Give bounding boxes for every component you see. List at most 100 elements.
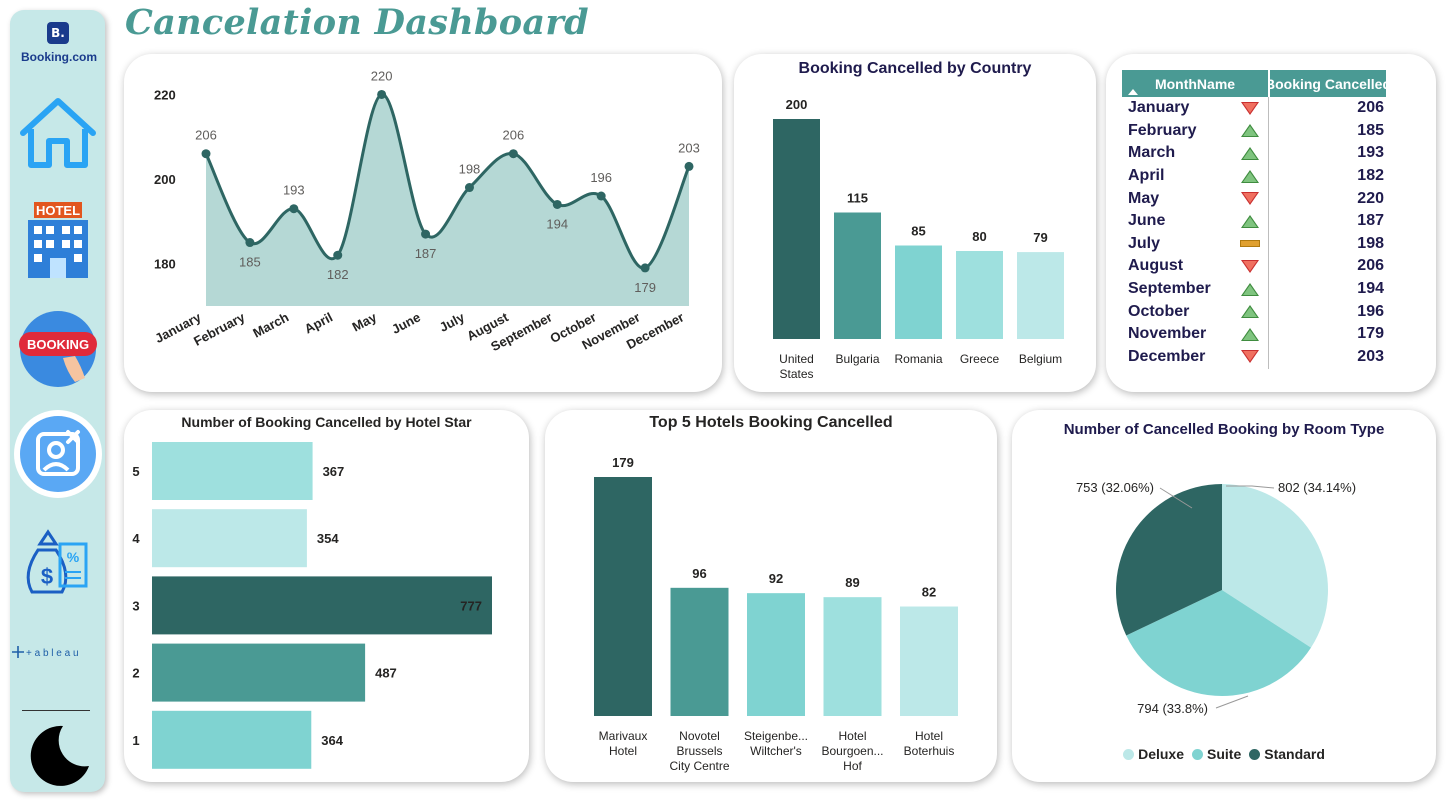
- room-type-card: Number of Cancelled Booking by Room Type…: [1012, 410, 1436, 782]
- table-row[interactable]: December 203: [1122, 346, 1386, 369]
- legend-item[interactable]: Suite: [1192, 746, 1241, 762]
- pie-slice[interactable]: [1222, 484, 1328, 648]
- bar[interactable]: [834, 212, 881, 340]
- table-row[interactable]: May 220: [1122, 187, 1386, 210]
- data-point[interactable]: [596, 191, 606, 201]
- leader-line: [1159, 487, 1193, 509]
- sidebar: B. Booking.com HOTEL: [10, 10, 105, 792]
- hotel-star-title: Number of Booking Cancelled by Hotel Sta…: [181, 414, 472, 430]
- data-point[interactable]: [464, 183, 474, 193]
- table-row[interactable]: June 187: [1122, 210, 1386, 233]
- booking-cancelled-header[interactable]: Booking Cancelled: [1265, 70, 1391, 97]
- table-row[interactable]: November 179: [1122, 323, 1386, 346]
- booking-cancelled-cell: 182: [1357, 167, 1384, 185]
- data-label: 354: [317, 531, 339, 546]
- home-icon[interactable]: [10, 92, 105, 174]
- month-name-cell: September: [1128, 280, 1211, 298]
- table-row[interactable]: January 206: [1122, 97, 1386, 120]
- booking-cancelled-cell: 193: [1357, 144, 1384, 162]
- table-row[interactable]: March 193: [1122, 142, 1386, 165]
- month-name-header-label: MonthName: [1154, 75, 1236, 92]
- sort-asc-icon[interactable]: [1128, 89, 1138, 95]
- booking-logo[interactable]: B. Booking.com: [21, 18, 97, 80]
- bar[interactable]: [670, 587, 729, 716]
- table-row[interactable]: October 196: [1122, 300, 1386, 323]
- data-label: 182: [327, 267, 349, 282]
- trend-indicator: [1232, 240, 1268, 248]
- money-bag-icon[interactable]: $ %: [10, 522, 105, 602]
- data-point[interactable]: [289, 204, 299, 214]
- trend-down-icon: [1241, 101, 1259, 115]
- legend-item[interactable]: Standard: [1249, 746, 1325, 762]
- data-point[interactable]: [552, 199, 562, 209]
- data-point[interactable]: [333, 250, 343, 260]
- bar[interactable]: [152, 509, 307, 568]
- data-point[interactable]: [640, 263, 650, 273]
- data-point[interactable]: [421, 229, 431, 239]
- x-tick-label: United: [779, 352, 814, 366]
- table-row[interactable]: July 198: [1122, 233, 1386, 256]
- table-row[interactable]: September 194: [1122, 278, 1386, 301]
- bar[interactable]: [152, 643, 366, 702]
- legend-dot: [1249, 748, 1261, 760]
- bar[interactable]: [773, 119, 820, 339]
- bar[interactable]: [152, 576, 492, 635]
- hotel-icon[interactable]: HOTEL: [10, 198, 105, 282]
- data-point[interactable]: [201, 149, 211, 159]
- x-tick-label: Novotel: [679, 729, 720, 743]
- booking-icon[interactable]: BOOKING: [10, 306, 105, 392]
- month-name-header[interactable]: MonthName: [1122, 70, 1268, 97]
- x-tick-label: Hotel: [609, 744, 637, 758]
- data-point[interactable]: [684, 161, 694, 171]
- trend-indicator: [1232, 124, 1268, 138]
- pie-slice[interactable]: [1116, 484, 1222, 636]
- moon-icon[interactable]: [10, 720, 105, 790]
- leader-line: [1226, 485, 1275, 489]
- trend-up-icon: [1241, 146, 1259, 160]
- bar[interactable]: [747, 593, 805, 716]
- bar[interactable]: [956, 251, 1003, 339]
- data-label: 206: [503, 128, 525, 143]
- table-row[interactable]: February 185: [1122, 120, 1386, 143]
- data-label: 80: [972, 229, 986, 244]
- booking-cancelled-cell: 185: [1357, 121, 1384, 139]
- trend-indicator: [1232, 169, 1268, 183]
- y-tick-label: 1: [132, 733, 139, 748]
- data-label: 187: [415, 246, 437, 261]
- data-label: 196: [590, 170, 612, 185]
- data-label: 96: [692, 566, 706, 581]
- data-point[interactable]: [508, 149, 518, 159]
- bar[interactable]: [152, 442, 313, 500]
- data-label: 115: [847, 191, 868, 206]
- bar[interactable]: [823, 597, 882, 716]
- bar[interactable]: [1017, 252, 1064, 339]
- data-point[interactable]: [245, 238, 255, 248]
- data-label: 203: [678, 140, 700, 155]
- data-label: 185: [239, 255, 261, 270]
- table-row[interactable]: August 206: [1122, 255, 1386, 278]
- data-label: 206: [195, 128, 217, 143]
- x-tick-label: Wiltcher's: [750, 744, 802, 758]
- bar[interactable]: [594, 477, 652, 716]
- data-point[interactable]: [377, 89, 387, 99]
- logo-text: Booking.com: [21, 50, 98, 64]
- pie-slice[interactable]: [1126, 590, 1311, 696]
- cancelled-user-icon[interactable]: [10, 408, 105, 500]
- x-tick-label: Bourgoen...: [821, 744, 883, 758]
- bar[interactable]: [152, 710, 312, 769]
- top-hotels-title: Top 5 Hotels Booking Cancelled: [649, 414, 893, 431]
- data-label: 194: [546, 216, 568, 231]
- x-tick-label: March: [250, 309, 291, 340]
- data-label: 487: [375, 666, 397, 681]
- legend-item[interactable]: Deluxe: [1123, 746, 1184, 762]
- bar[interactable]: [900, 606, 958, 716]
- slice-label: 753 (32.06%): [1076, 480, 1154, 495]
- data-label: 193: [283, 183, 305, 198]
- trend-up-icon: [1241, 214, 1259, 228]
- month-name-cell: December: [1128, 347, 1206, 365]
- bar[interactable]: [895, 245, 942, 340]
- table-row[interactable]: April 182: [1122, 165, 1386, 188]
- trend-indicator: [1232, 146, 1268, 160]
- booking-badge-text: BOOKING: [26, 337, 88, 352]
- x-tick-label: Hotel: [838, 729, 866, 743]
